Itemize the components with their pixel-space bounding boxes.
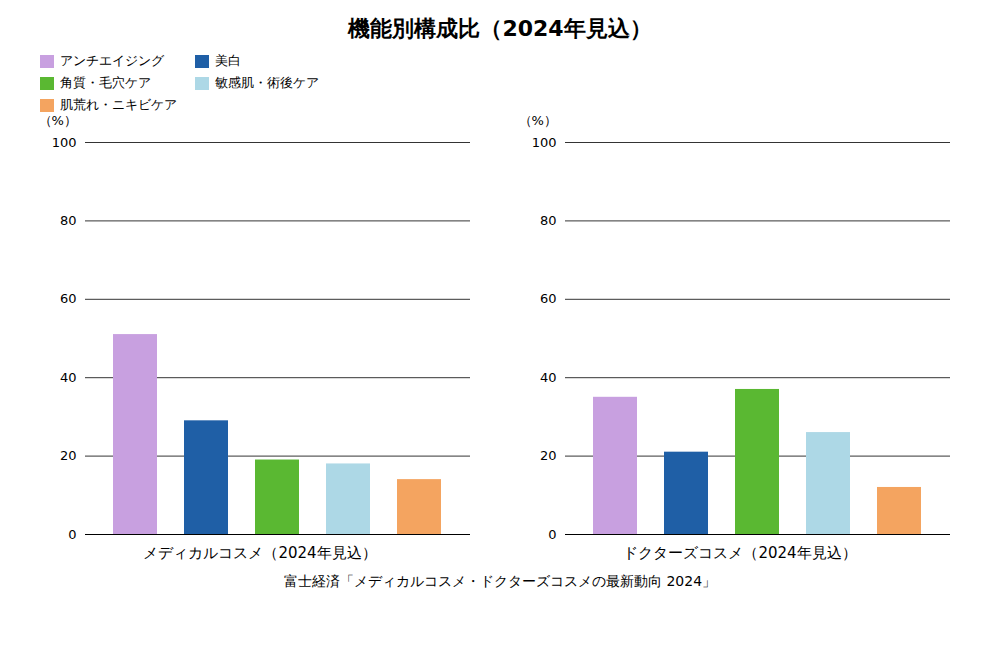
svg-text:0: 0 [68,527,76,542]
html-text:アンチエイジング: アンチエイジング [60,53,164,68]
svg-text:60: 60 [60,291,77,306]
svg-text:80: 80 [60,213,77,228]
svg-text:（%）: （%） [519,113,557,128]
html-text:美白: 美白 [215,53,241,68]
html-text:富士経済「メディカルコスメ・ドクターズコスメの最新動向 20: 富士経済「メディカルコスメ・ドクターズコスメの最新動向 2024」 [284,573,716,589]
svg-text:40: 40 [60,370,77,385]
svg-text:100: 100 [52,135,77,150]
svg-text:100: 100 [532,135,557,150]
html-text:ドクターズコスメ（2024年見込）: ドクターズコスメ（2024年見込） [623,544,857,562]
html-text:機能別構成比（2024年見込）: 機能別構成比（2024年見込） [348,16,652,41]
svg-text:（%）: （%） [39,113,77,128]
svg-text:60: 60 [540,291,557,306]
svg-text:20: 20 [60,448,77,463]
html-text:メディカルコスメ（2024年見込）: メディカルコスメ（2024年見込） [143,544,377,562]
html-text:肌荒れ・ニキビケア: 肌荒れ・ニキビケア [60,97,177,112]
svg-text:40: 40 [540,370,557,385]
svg-text:80: 80 [540,213,557,228]
svg-text:20: 20 [540,448,557,463]
svg-text:0: 0 [548,527,556,542]
html-text:敏感肌・術後ケア: 敏感肌・術後ケア [215,75,319,90]
html-text:角質・毛穴ケア: 角質・毛穴ケア [60,75,151,90]
